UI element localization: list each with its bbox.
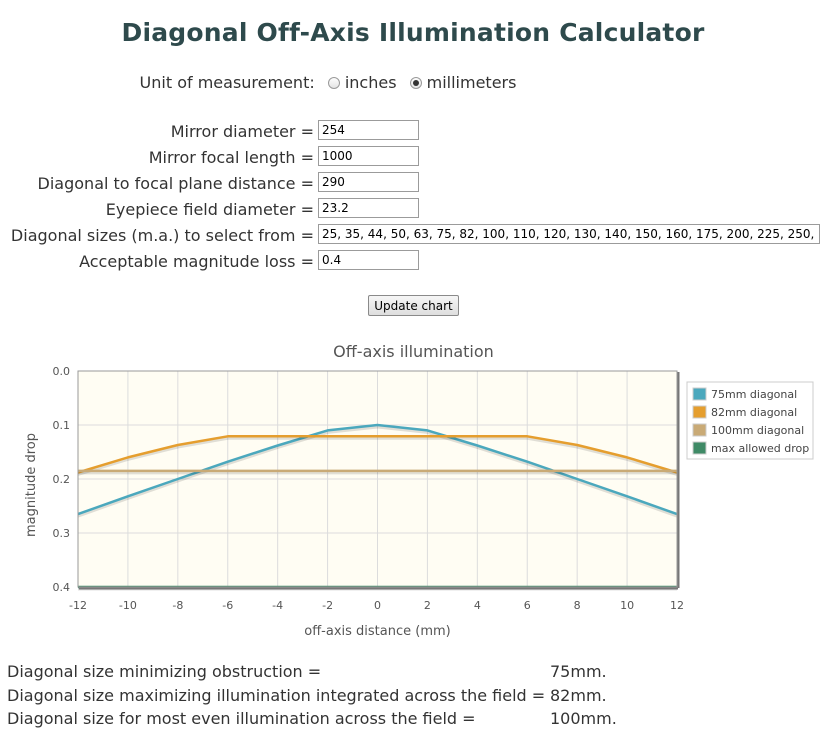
- update-chart-button[interactable]: Update chart: [368, 295, 459, 316]
- x-tick-label: 2: [424, 599, 431, 612]
- series-line: [77, 435, 678, 474]
- acceptable-magnitude-loss-label: Acceptable magnitude loss =: [79, 252, 314, 271]
- unit-label: Unit of measurement:: [139, 73, 315, 92]
- acceptable-magnitude-loss-row: Acceptable magnitude loss =: [0, 250, 836, 272]
- series-line: [77, 423, 678, 516]
- diagonal-focal-distance-input[interactable]: [318, 172, 419, 192]
- result-label: Diagonal size minimizing obstruction =: [7, 662, 322, 681]
- x-tick-label: 6: [524, 599, 531, 612]
- mirror-focal-length-label: Mirror focal length =: [148, 148, 314, 167]
- series-shadow: [77, 425, 678, 518]
- result-label: Diagonal size for most even illumination…: [7, 709, 476, 728]
- plot-frame: [77, 370, 678, 588]
- result-value: 82mm.: [550, 686, 607, 705]
- legend-swatch: [692, 405, 707, 419]
- millimeters-radio[interactable]: [409, 77, 422, 89]
- diagonal-sizes-row: Diagonal sizes (m.a.) to select from =: [0, 224, 836, 246]
- x-tick-label: 0: [374, 599, 381, 612]
- y-tick-label: 0.2: [53, 473, 71, 486]
- legend-entry: 82mm diagonal: [711, 406, 797, 419]
- x-tick-label: -6: [222, 599, 233, 612]
- x-axis-label: off-axis distance (mm): [304, 624, 450, 639]
- y-axis-label: magnitude drop: [24, 433, 39, 537]
- legend-entry: 100mm diagonal: [711, 424, 804, 437]
- chart-title: Off-axis illumination: [333, 342, 494, 361]
- mirror-focal-length-input[interactable]: [318, 146, 419, 166]
- mirror-focal-length-row: Mirror focal length =: [0, 146, 836, 168]
- x-tick-label: 8: [574, 599, 581, 612]
- series-shadow: [77, 436, 678, 476]
- millimeters-option-label[interactable]: millimeters: [426, 73, 517, 92]
- diagonal-sizes-input[interactable]: [318, 224, 820, 244]
- x-tick-label: 10: [620, 599, 634, 612]
- y-tick-label: 0.0: [53, 365, 71, 378]
- x-tick-label: 12: [670, 599, 684, 612]
- x-tick-label: 4: [474, 599, 481, 612]
- legend-entry: max allowed drop: [711, 442, 809, 455]
- mirror-diameter-label: Mirror diameter =: [170, 122, 314, 141]
- legend-swatch: [692, 423, 707, 437]
- diagonal-focal-distance-label: Diagonal to focal plane distance =: [37, 174, 314, 193]
- y-tick-label: 0.1: [53, 419, 71, 432]
- diagonal-sizes-label: Diagonal sizes (m.a.) to select from =: [10, 226, 314, 245]
- page-title: Diagonal Off-Axis Illumination Calculato…: [121, 18, 705, 47]
- diagonal-focal-distance-row: Diagonal to focal plane distance =: [0, 172, 836, 194]
- legend-entry: 75mm diagonal: [711, 388, 797, 401]
- eyepiece-field-diameter-label: Eyepiece field diameter =: [105, 200, 314, 219]
- mirror-diameter-input[interactable]: [318, 120, 419, 140]
- result-maximizing-illumination: Diagonal size maximizing illumination in…: [7, 686, 545, 705]
- x-tick-label: -12: [69, 599, 87, 612]
- y-tick-label: 0.4: [53, 581, 71, 594]
- legend-swatch: [692, 441, 707, 455]
- mirror-diameter-row: Mirror diameter =: [0, 120, 836, 142]
- result-value: 75mm.: [550, 662, 607, 681]
- y-tick-label: 0.3: [53, 527, 71, 540]
- x-tick-label: -10: [119, 599, 137, 612]
- x-tick-label: -2: [322, 599, 333, 612]
- inches-radio[interactable]: [327, 77, 340, 89]
- chart-svg: Off-axis illumination -12 -10 -8 -6 -4 -2 0 2 4 6 8…: [24, 342, 814, 639]
- x-tick-label: -8: [172, 599, 183, 612]
- legend-box: [686, 381, 814, 460]
- eyepiece-field-diameter-input[interactable]: [318, 198, 419, 218]
- legend-swatch: [692, 387, 707, 401]
- inches-option-label[interactable]: inches: [344, 73, 397, 92]
- off-axis-illumination-chart: Off-axis illumination -12 -10 -8 -6 -4 -2 0 2 4 6 8…: [0, 330, 836, 650]
- result-value: 100mm.: [550, 709, 617, 728]
- acceptable-magnitude-loss-input[interactable]: [318, 250, 419, 270]
- x-tick-label: -4: [272, 599, 283, 612]
- unit-selector: Unit of measurement: inches millimeters: [0, 73, 656, 92]
- eyepiece-field-diameter-row: Eyepiece field diameter =: [0, 198, 836, 220]
- result-even-illumination: Diagonal size for most even illumination…: [7, 709, 476, 728]
- result-label: Diagonal size maximizing illumination in…: [7, 686, 546, 705]
- result-minimizing-obstruction: Diagonal size minimizing obstruction =: [7, 662, 321, 681]
